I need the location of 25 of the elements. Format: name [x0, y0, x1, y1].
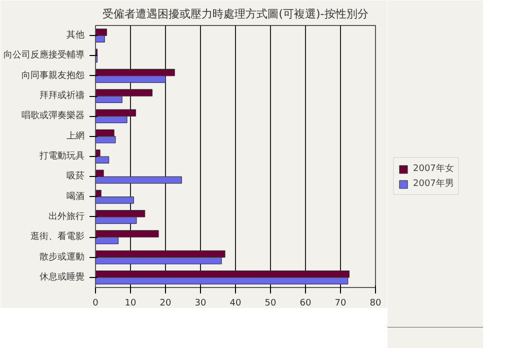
y-tick-label: 休息或睡覺 [40, 271, 84, 282]
x-tick-label: 20 [160, 298, 172, 308]
x-tick-label: 30 [194, 298, 206, 308]
y-tick-label: 向同事親友抱怨 [22, 70, 84, 81]
legend-label: 2007年男 [413, 178, 454, 190]
x-tick-label: 70 [334, 298, 346, 308]
x-tick-label: 80 [370, 298, 382, 308]
y-tick-label: 逛街、看電影 [30, 231, 84, 242]
y-tick-label: 喝酒 [66, 190, 84, 202]
y-tick-label: 出外旅行 [48, 210, 84, 222]
x-tick-label: 50 [264, 298, 276, 308]
legend-label: 2007年女 [413, 162, 454, 175]
y-tick-label: 拜拜或祈禱 [40, 90, 84, 102]
y-tick-label: 其他 [66, 30, 84, 41]
x-tick-label: 10 [124, 298, 136, 308]
y-tick-label: 散步或運動 [40, 251, 84, 262]
y-tick-label: 吸菸 [66, 170, 84, 182]
x-tick-label: 0 [92, 298, 99, 308]
x-tick-label: 60 [300, 298, 312, 308]
y-tick-label: 唱歌或彈奏樂器 [22, 110, 84, 122]
y-tick-label: 向公司反應接受輔導 [4, 50, 84, 61]
chart-title: 受僱者遭遇困擾或壓力時處理方式圖(可複選)-按性別分 [102, 8, 368, 20]
y-tick-label: 上網 [66, 130, 84, 142]
x-tick-label: 40 [230, 298, 242, 308]
y-tick-label: 打電動玩具 [38, 150, 84, 162]
